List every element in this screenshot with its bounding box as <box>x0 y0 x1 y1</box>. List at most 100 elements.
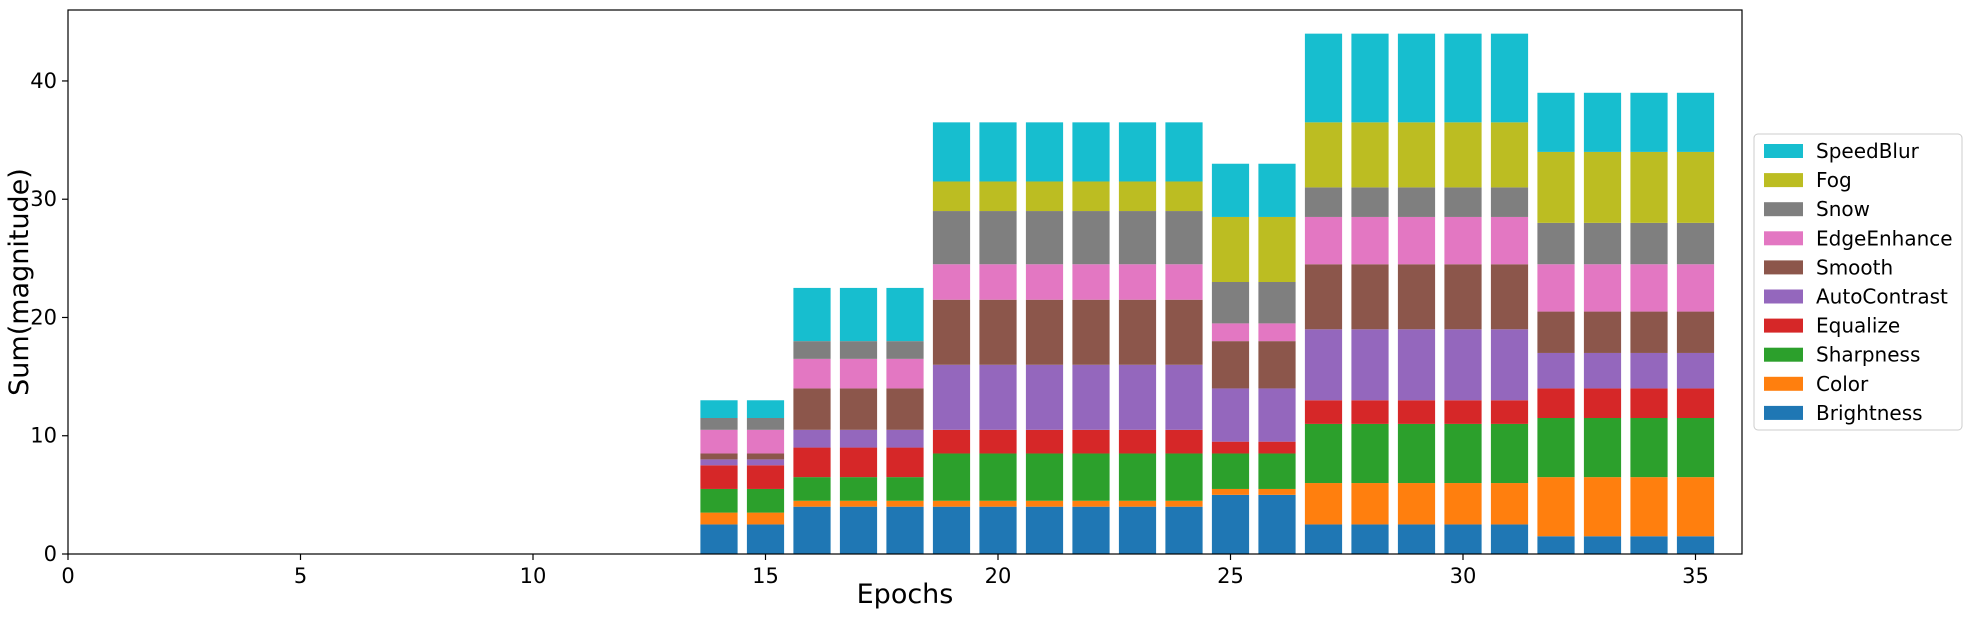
bar-speedblur-epoch-30 <box>1444 33 1482 123</box>
bar-equalize-epoch-30 <box>1444 400 1482 424</box>
bar-speedblur-epoch-28 <box>1351 33 1389 123</box>
legend-swatch-color <box>1764 376 1803 391</box>
bar-equalize-epoch-33 <box>1583 388 1622 418</box>
bar-brightness-epoch-18 <box>886 506 924 554</box>
bar-brightness-epoch-35 <box>1676 536 1715 554</box>
bar-autocontrast-epoch-22 <box>1072 364 1110 430</box>
legend-label-sharpness: Sharpness <box>1816 343 1920 367</box>
bar-edgeenhance-epoch-29 <box>1397 216 1436 265</box>
bar-autocontrast-epoch-14 <box>700 459 738 466</box>
bar-edgeenhance-epoch-33 <box>1583 264 1622 312</box>
bar-brightness-epoch-23 <box>1118 506 1157 554</box>
bar-color-epoch-35 <box>1676 477 1715 537</box>
bar-speedblur-epoch-26 <box>1258 163 1296 217</box>
bar-brightness-epoch-34 <box>1630 536 1668 554</box>
bar-sharpness-epoch-24 <box>1165 453 1203 501</box>
bar-fog-epoch-35 <box>1676 151 1715 223</box>
bar-autocontrast-epoch-33 <box>1583 352 1622 389</box>
bar-fog-epoch-25 <box>1211 216 1250 282</box>
bar-smooth-epoch-30 <box>1444 264 1482 330</box>
bar-sharpness-epoch-31 <box>1490 423 1529 484</box>
bar-speedblur-epoch-29 <box>1397 33 1436 123</box>
bar-autocontrast-epoch-29 <box>1397 329 1436 401</box>
bar-speedblur-epoch-23 <box>1118 122 1157 182</box>
bar-color-epoch-16 <box>793 500 831 507</box>
bar-snow-epoch-14 <box>700 418 738 430</box>
bar-edgeenhance-epoch-26 <box>1258 323 1296 342</box>
bar-fog-epoch-33 <box>1583 151 1622 223</box>
legend-swatch-speedblur <box>1764 144 1803 158</box>
bar-snow-epoch-18 <box>886 341 924 359</box>
bar-brightness-epoch-20 <box>979 506 1017 554</box>
bar-snow-epoch-24 <box>1165 211 1203 265</box>
bar-color-epoch-28 <box>1351 483 1389 525</box>
bar-color-epoch-23 <box>1118 500 1157 507</box>
bar-snow-epoch-17 <box>839 341 878 359</box>
legend-swatch-brightness <box>1764 405 1803 420</box>
bar-smooth-epoch-22 <box>1072 299 1110 365</box>
bar-snow-epoch-30 <box>1444 187 1482 217</box>
bar-edgeenhance-epoch-30 <box>1444 216 1482 265</box>
legend-swatch-edgeenhance <box>1764 231 1803 246</box>
legend-label-snow: Snow <box>1816 197 1870 221</box>
bar-snow-epoch-25 <box>1211 282 1250 324</box>
bar-smooth-epoch-17 <box>839 388 878 430</box>
bar-autocontrast-epoch-30 <box>1444 329 1482 401</box>
bar-brightness-epoch-26 <box>1258 494 1296 554</box>
bar-sharpness-epoch-19 <box>932 453 971 501</box>
bar-speedblur-epoch-33 <box>1583 92 1622 152</box>
bar-smooth-epoch-16 <box>793 388 831 430</box>
bar-speedblur-epoch-21 <box>1025 122 1064 182</box>
x-axis-ticks: 0 5 10 15 20 25 30 35 <box>61 554 1709 588</box>
bar-snow-epoch-23 <box>1118 211 1157 265</box>
bar-fog-epoch-28 <box>1351 122 1389 188</box>
bar-equalize-epoch-35 <box>1676 388 1715 418</box>
bar-smooth-epoch-34 <box>1630 311 1668 353</box>
bar-edgeenhance-epoch-16 <box>793 358 831 389</box>
bar-snow-epoch-28 <box>1351 187 1389 217</box>
bar-fog-epoch-21 <box>1025 181 1064 212</box>
bar-sharpness-epoch-14 <box>700 488 738 513</box>
bar-equalize-epoch-15 <box>746 465 785 489</box>
bar-sharpness-epoch-34 <box>1630 418 1668 478</box>
bar-color-epoch-29 <box>1397 483 1436 525</box>
bar-smooth-epoch-27 <box>1304 264 1343 330</box>
bar-edgeenhance-epoch-20 <box>979 264 1017 300</box>
y-tick-label: 10 <box>30 424 57 448</box>
bar-speedblur-epoch-24 <box>1165 122 1203 182</box>
bar-brightness-epoch-22 <box>1072 506 1110 554</box>
bar-snow-epoch-19 <box>932 211 971 265</box>
bar-snow-epoch-31 <box>1490 187 1529 217</box>
bar-edgeenhance-epoch-17 <box>839 358 878 389</box>
bar-autocontrast-epoch-15 <box>746 459 785 466</box>
bar-equalize-epoch-28 <box>1351 400 1389 424</box>
bar-smooth-epoch-26 <box>1258 341 1296 389</box>
bar-autocontrast-epoch-16 <box>793 429 831 448</box>
bar-fog-epoch-24 <box>1165 181 1203 212</box>
bar-fog-epoch-20 <box>979 181 1017 212</box>
bar-color-epoch-26 <box>1258 488 1296 495</box>
bar-autocontrast-epoch-18 <box>886 429 924 448</box>
bar-sharpness-epoch-33 <box>1583 418 1622 478</box>
bar-fog-epoch-27 <box>1304 122 1343 188</box>
bar-sharpness-epoch-17 <box>839 477 878 501</box>
bar-fog-epoch-22 <box>1072 181 1110 212</box>
bar-fog-epoch-23 <box>1118 181 1157 212</box>
bar-sharpness-epoch-20 <box>979 453 1017 501</box>
bar-equalize-epoch-20 <box>979 429 1017 454</box>
y-axis-label: Sum(magnitude) <box>4 168 35 396</box>
bar-edgeenhance-epoch-31 <box>1490 216 1529 265</box>
bar-sharpness-epoch-22 <box>1072 453 1110 501</box>
bar-fog-epoch-34 <box>1630 151 1668 223</box>
bar-color-epoch-30 <box>1444 483 1482 525</box>
bar-brightness-epoch-28 <box>1351 524 1389 554</box>
bar-speedblur-epoch-35 <box>1676 92 1715 152</box>
bar-equalize-epoch-32 <box>1537 388 1575 418</box>
bars-layer <box>700 33 1715 554</box>
legend-label-fog: Fog <box>1816 168 1852 192</box>
bar-smooth-epoch-25 <box>1211 341 1250 389</box>
bar-color-epoch-20 <box>979 500 1017 507</box>
bar-smooth-epoch-15 <box>746 453 785 460</box>
bar-snow-epoch-20 <box>979 211 1017 265</box>
bar-snow-epoch-15 <box>746 418 785 430</box>
